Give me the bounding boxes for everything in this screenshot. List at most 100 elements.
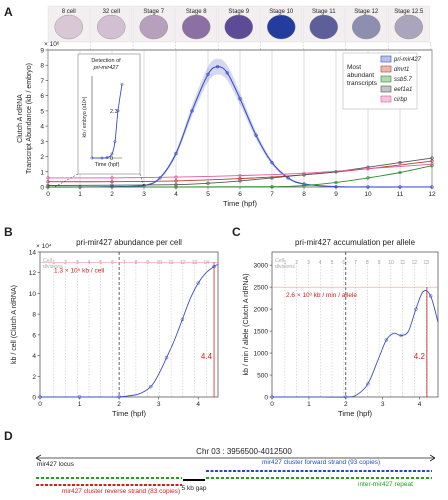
data-point	[366, 382, 370, 386]
cell-division-number: 3	[307, 260, 310, 266]
cell-division-number: 13	[423, 260, 429, 266]
data-point	[302, 171, 306, 175]
legend-title: abundant	[347, 72, 374, 79]
data-point	[77, 395, 82, 399]
data-point	[46, 185, 50, 189]
y-tick-label: 1500	[254, 329, 269, 336]
inset-y-tick-label: 0	[110, 156, 113, 162]
cell-division-number: 13	[192, 260, 198, 266]
x-tick-label: 0	[46, 191, 50, 198]
inset-data-point	[116, 109, 120, 113]
data-point	[238, 177, 242, 181]
embryo-image	[394, 14, 423, 40]
cell-division-number: 7	[123, 260, 126, 266]
embryo-image	[224, 14, 253, 40]
y-tick-label: 0	[264, 395, 268, 402]
y-tick-label: 4	[40, 124, 44, 131]
stage-label: Stage 11	[312, 9, 336, 15]
inset-connector	[139, 173, 145, 188]
panel-d-letter: D	[4, 429, 13, 443]
data-point	[254, 133, 258, 137]
cell-division-number: 14	[203, 260, 209, 266]
data-point	[384, 338, 389, 342]
inset-data-point	[113, 140, 117, 144]
span-arrowheads	[35, 454, 436, 462]
x-tick-label: 7	[270, 191, 274, 198]
inset-connector	[54, 173, 79, 188]
y-tick-label: 8	[40, 63, 44, 70]
legend-swatch	[380, 85, 392, 93]
legend-swatch	[380, 55, 392, 63]
data-point	[225, 71, 229, 75]
y-axis-label: Clutch A rdRNA	[17, 94, 24, 143]
data-point	[334, 170, 338, 174]
chart-title: pri-mir427 accumulation per allele	[295, 238, 416, 247]
x-tick-label: 1	[78, 401, 82, 408]
cell-divisions-label: Cell	[275, 258, 284, 264]
x-tick-label: 10	[364, 191, 372, 198]
embryo-image	[352, 14, 381, 40]
legend-label: ssb5.7	[394, 77, 412, 83]
x-tick-label: 5	[206, 191, 210, 198]
data-point	[270, 395, 274, 399]
embryo-image	[139, 14, 168, 40]
y-axis-label: Transcript Abundance (kb / embryo)	[26, 63, 33, 174]
y-multiplier: × 10⁶	[44, 41, 60, 48]
inset-title: pri-mir427	[93, 65, 120, 71]
data-point	[430, 185, 434, 189]
y-tick-label: 0	[32, 395, 36, 402]
data-point	[238, 179, 242, 183]
cell-division-number: 11	[400, 260, 405, 266]
cell-division-number: 3	[76, 260, 79, 266]
x-tick-label: 4	[196, 401, 200, 408]
x-tick-label: 12	[428, 191, 436, 198]
repeat-label: inter-mir427 repeat	[358, 481, 413, 488]
data-point	[334, 180, 338, 185]
data-point	[149, 384, 153, 389]
data-point	[110, 183, 114, 187]
data-point	[366, 176, 370, 180]
legend-label: cirbp	[394, 97, 408, 103]
data-point	[174, 179, 178, 183]
stage-label: 8 cell	[62, 9, 76, 15]
data-point	[398, 185, 402, 189]
chart-title: pri-mir427 abundance per cell	[76, 238, 182, 247]
inset-data-point	[90, 156, 94, 160]
cell-division-number: 6	[342, 260, 345, 266]
data-point	[180, 317, 185, 322]
x-tick-label: 4	[174, 191, 178, 198]
stage-image-strip: 8 cell 32 cell Stage 7 Stage 8 Stage 9 Stage …	[47, 5, 430, 43]
y-tick-label: 500	[257, 373, 268, 380]
x-tick-label: 1	[78, 191, 82, 198]
stage-label: Stage 7	[143, 9, 164, 15]
chromosome-label: Chr 03 : 3956500-4012500	[196, 447, 292, 456]
y-tick-label: 6	[32, 332, 36, 339]
y-tick-label: 6	[40, 93, 44, 100]
x-tick-label: 3	[157, 401, 161, 408]
data-point	[216, 65, 220, 69]
series-line	[47, 66, 433, 188]
x-tick-label: 3	[381, 401, 385, 408]
legend-title: Most	[347, 64, 361, 71]
data-point	[174, 175, 178, 179]
data-point	[174, 185, 178, 189]
data-point	[238, 97, 242, 101]
y-axis-label: kb / embryo (x10⁶)	[82, 96, 88, 137]
legend-box	[342, 52, 418, 110]
cell-division-number: 10	[156, 260, 162, 266]
embryo-image	[54, 14, 83, 40]
inset-y-tick-label: 2.3	[110, 109, 118, 115]
x-tick-label: 2	[344, 401, 348, 408]
cell-division-number: 11	[168, 260, 173, 266]
legend-swatch	[380, 65, 392, 73]
data-point	[430, 156, 434, 160]
inset-data-point	[110, 152, 114, 156]
data-point	[196, 281, 200, 285]
data-point	[366, 185, 370, 189]
legend-label: pri-mir427	[393, 57, 422, 63]
y-tick-label: 2	[32, 374, 36, 381]
y-axis-label: kb / min / allele (Clutch A rdRNA)	[243, 274, 250, 376]
data-point	[270, 161, 274, 165]
stage-connector	[430, 41, 432, 51]
data-point	[174, 183, 178, 187]
